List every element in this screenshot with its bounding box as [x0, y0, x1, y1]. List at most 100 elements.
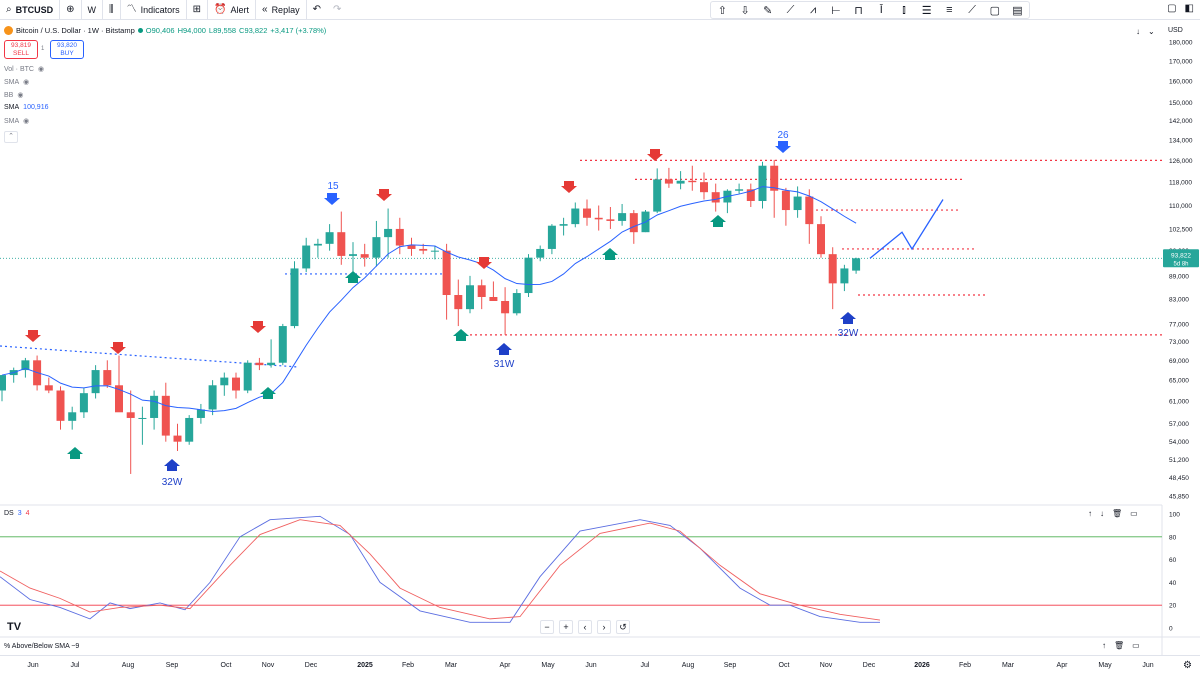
eye-icon[interactable]: ◉ — [23, 79, 30, 86]
gear-icon[interactable]: ⚙ — [1183, 660, 1192, 671]
candle-body — [208, 385, 217, 410]
indicators-label: Indicators — [140, 4, 180, 15]
trash-icon[interactable]: 🗑 — [1114, 641, 1125, 650]
time-tick-label: Feb — [959, 662, 971, 669]
candle-body — [360, 254, 369, 258]
arrow-up-tool-icon[interactable]: ⇧ — [717, 4, 727, 17]
time-tick-label: Mar — [1002, 662, 1015, 669]
symbol-label: BTCUSD — [15, 4, 54, 15]
price-tick-label: 118,000 — [1169, 180, 1192, 187]
sell-price: 93,819 — [11, 42, 31, 49]
buy-signal-arrow — [453, 329, 469, 341]
indicator-row-sma2[interactable]: SMA 100,916 — [4, 104, 48, 111]
indicator-row-sma3[interactable]: SMA ◉ — [4, 117, 30, 126]
price-tick-label: 73,000 — [1169, 339, 1189, 346]
pitchfork-tool-icon[interactable]: ≡ — [946, 4, 953, 16]
arrow-up-icon[interactable]: ↑ — [1088, 509, 1092, 518]
indicators-button[interactable]: 〽 Indicators — [121, 0, 187, 20]
projection-path — [869, 199, 944, 259]
currency-selector[interactable]: USD — [1168, 27, 1183, 34]
download-icon[interactable]: ↓ — [1136, 27, 1140, 36]
replay-button[interactable]: «Replay — [256, 0, 307, 20]
path-tool-icon[interactable]: ⟋ — [786, 3, 795, 16]
candle-body — [115, 385, 123, 413]
candle-body — [501, 300, 510, 314]
candle-body — [161, 395, 170, 436]
zoom-out-button[interactable]: − — [540, 620, 554, 634]
layouts-button[interactable]: ⊞ — [187, 0, 209, 20]
camera-icon[interactable]: ◧ — [1184, 3, 1194, 14]
zigzag-tool-icon[interactable]: ⩘ — [810, 3, 817, 16]
buy-signal-arrow — [602, 248, 618, 260]
price-tick-label: 65,000 — [1169, 378, 1189, 385]
buy-button[interactable]: 93,820 BUY — [50, 40, 84, 59]
sell-signal-arrow — [250, 321, 266, 333]
time-tick-label: Nov — [262, 662, 275, 669]
price-tick-label: 180,000 — [1169, 40, 1193, 47]
candle-body — [454, 295, 463, 310]
fib-tool-icon[interactable]: ☰ — [921, 4, 932, 17]
channel-tool-icon[interactable]: ▤ — [1012, 4, 1023, 17]
candle-body — [173, 435, 182, 442]
scroll-left-button[interactable]: ‹ — [578, 620, 592, 634]
collapse-legend-button[interactable]: ⌃ — [4, 131, 18, 143]
line-tool-icon[interactable]: ⟋ — [968, 3, 976, 16]
redo-button[interactable]: ↷ — [327, 0, 347, 20]
time-tick-label: May — [1098, 662, 1112, 669]
arrow-down-icon[interactable]: ↓ — [1100, 509, 1104, 518]
candle-body — [103, 370, 112, 386]
alert-button[interactable]: ⏰ Alert — [208, 0, 256, 20]
eye-icon[interactable]: ◉ — [37, 66, 45, 73]
osc-tick-label: 100 — [1169, 512, 1180, 519]
time-tick-label: 2026 — [914, 662, 930, 669]
scroll-right-button[interactable]: › — [597, 620, 611, 634]
candle-body — [629, 213, 638, 233]
top-toolbar: ⌕ BTCUSD ⊕ W ⫼ 〽 Indicators ⊞ ⏰ Alert «Repl… — [0, 0, 1200, 20]
price-tick-label: 142,000 — [1169, 118, 1193, 125]
zoom-in-button[interactable]: + — [559, 620, 573, 634]
series-title: Bitcoin / U.S. Dollar · 1W · Bitstamp — [16, 26, 135, 35]
navigation-buttons: − + ‹ › ↺ — [540, 620, 630, 634]
undo-button[interactable]: ↶ — [307, 0, 327, 20]
eye-icon[interactable]: ◉ — [23, 118, 30, 125]
currency-label: USD — [1168, 27, 1183, 34]
price-tick-label: 102,500 — [1169, 226, 1193, 233]
trash-icon[interactable]: 🗑 — [1112, 509, 1123, 518]
symbol-search[interactable]: ⌕ BTCUSD — [0, 0, 61, 20]
rectangle-tool-icon[interactable]: ▢ — [989, 4, 1000, 17]
price-tick-label: 51,200 — [1169, 457, 1189, 464]
indicator-row-sma1[interactable]: SMA ◉ — [4, 78, 30, 87]
interval-button[interactable]: W — [82, 0, 103, 20]
candle-body — [793, 196, 802, 211]
bars-tool-icon[interactable]: ⫾ — [902, 3, 906, 16]
eye-icon[interactable]: ◉ — [17, 92, 24, 99]
time-axis[interactable] — [0, 655, 1200, 675]
reset-chart-button[interactable]: ↺ — [616, 620, 630, 634]
arrow-up-icon[interactable]: ↑ — [1102, 641, 1106, 650]
compare-button[interactable]: ⊕ — [60, 0, 82, 20]
sell-button[interactable]: 93,819 SELL — [4, 40, 38, 59]
candle-body — [442, 250, 451, 296]
square-icon[interactable]: ▢ — [1167, 3, 1177, 14]
indicator-name: SMA — [4, 117, 20, 125]
indicator-row-bb[interactable]: BB ◉ — [4, 91, 24, 100]
time-tick-label: Nov — [820, 662, 833, 669]
maximize-icon[interactable]: ▭ — [1132, 641, 1140, 650]
brush-tool-icon[interactable]: ✎ — [763, 4, 773, 17]
rect-range-tool-icon[interactable]: ⊓ — [854, 4, 863, 17]
chart-type-button[interactable]: ⫼ — [103, 0, 121, 20]
chevron-down-icon[interactable]: ⌄ — [1148, 27, 1155, 36]
price-tick-label: 54,000 — [1169, 439, 1189, 446]
range-tool-icon[interactable]: ⊢ — [831, 4, 841, 17]
buy-label: BUY — [60, 50, 74, 57]
indicator-row-volume[interactable]: Vol · BTC ◉ — [4, 65, 45, 74]
indicators-icon: 〽 — [126, 3, 137, 15]
arrow-down-tool-icon[interactable]: ⇩ — [740, 4, 750, 17]
candle-body — [746, 189, 755, 201]
tradingview-logo[interactable]: TV — [7, 621, 22, 633]
text-tool-icon[interactable]: Ī — [879, 4, 883, 16]
candle-body — [126, 412, 135, 418]
time-tick-label: Aug — [122, 662, 135, 669]
maximize-icon[interactable]: ▭ — [1130, 509, 1138, 518]
